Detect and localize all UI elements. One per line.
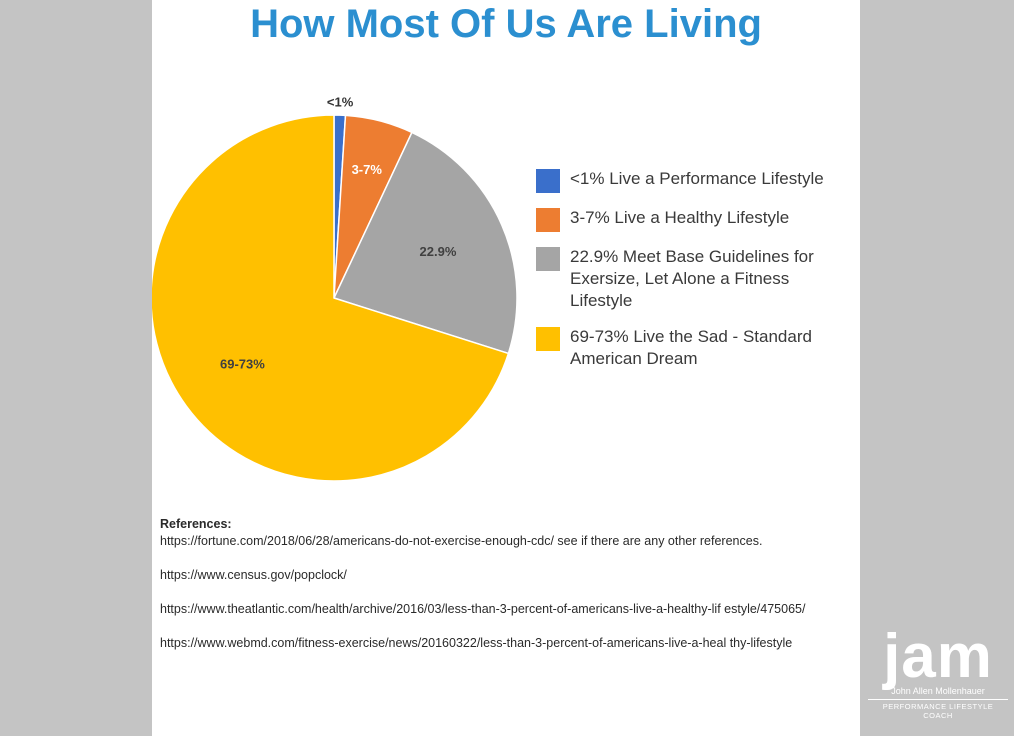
legend-swatch-sad bbox=[536, 327, 560, 351]
chart-title: How Most Of Us Are Living bbox=[250, 2, 762, 46]
brand-word: jam bbox=[883, 622, 993, 691]
reference-link-fortune[interactable]: https://fortune.com/2018/06/28/americans… bbox=[160, 534, 763, 548]
pie-label-sad: 69-73% bbox=[220, 356, 265, 371]
references-heading: References: bbox=[160, 517, 232, 531]
legend-swatch-healthy bbox=[536, 208, 560, 232]
legend-label-sad: 69-73% Live the Sad - Standard American … bbox=[570, 327, 812, 368]
reference-link-census[interactable]: https://www.census.gov/popclock/ bbox=[160, 568, 347, 582]
brand-logo: jam John Allen Mollenhauer PERFORMANCE L… bbox=[868, 622, 1008, 736]
pie-chart: <1% 3-7% 22.9% 69-73% bbox=[152, 95, 518, 482]
pie-label-healthy: 3-7% bbox=[352, 162, 383, 177]
legend-item-healthy: 3-7% Live a Healthy Lifestyle bbox=[536, 207, 856, 232]
reference-link-atlantic[interactable]: https://www.theatlantic.com/health/archi… bbox=[160, 602, 806, 616]
brand-role: PERFORMANCE LIFESTYLE COACH bbox=[868, 699, 1008, 720]
reference-link-webmd[interactable]: https://www.webmd.com/fitness-exercise/n… bbox=[160, 636, 793, 650]
pie-slice-base-guidelines bbox=[332, 131, 518, 355]
pie-label-base-guidelines: 22.9% bbox=[420, 244, 457, 259]
pie-slice-sad bbox=[152, 114, 510, 482]
legend-label-base-guidelines: 22.9% Meet Base Guidelines for Exersize,… bbox=[570, 247, 814, 310]
legend-label-healthy: 3-7% Live a Healthy Lifestyle bbox=[570, 208, 790, 227]
slide: How Most Of Us Are Living <1% 3-7% 22.9% 69… bbox=[152, 0, 860, 736]
legend-swatch-base-guidelines bbox=[536, 247, 560, 271]
pie-label-performance: <1% bbox=[327, 95, 354, 110]
legend-item-sad: 69-73% Live the Sad - Standard American … bbox=[536, 326, 856, 370]
legend: <1% Live a Performance Lifestyle 3-7% Li… bbox=[536, 168, 856, 384]
legend-item-performance: <1% Live a Performance Lifestyle bbox=[536, 168, 856, 193]
legend-item-base-guidelines: 22.9% Meet Base Guidelines for Exersize,… bbox=[536, 246, 856, 312]
legend-swatch-performance bbox=[536, 169, 560, 193]
legend-label-performance: <1% Live a Performance Lifestyle bbox=[570, 169, 824, 188]
references: References: https://fortune.com/2018/06/… bbox=[160, 516, 850, 669]
brand-name: John Allen Mollenhauer bbox=[891, 686, 985, 696]
